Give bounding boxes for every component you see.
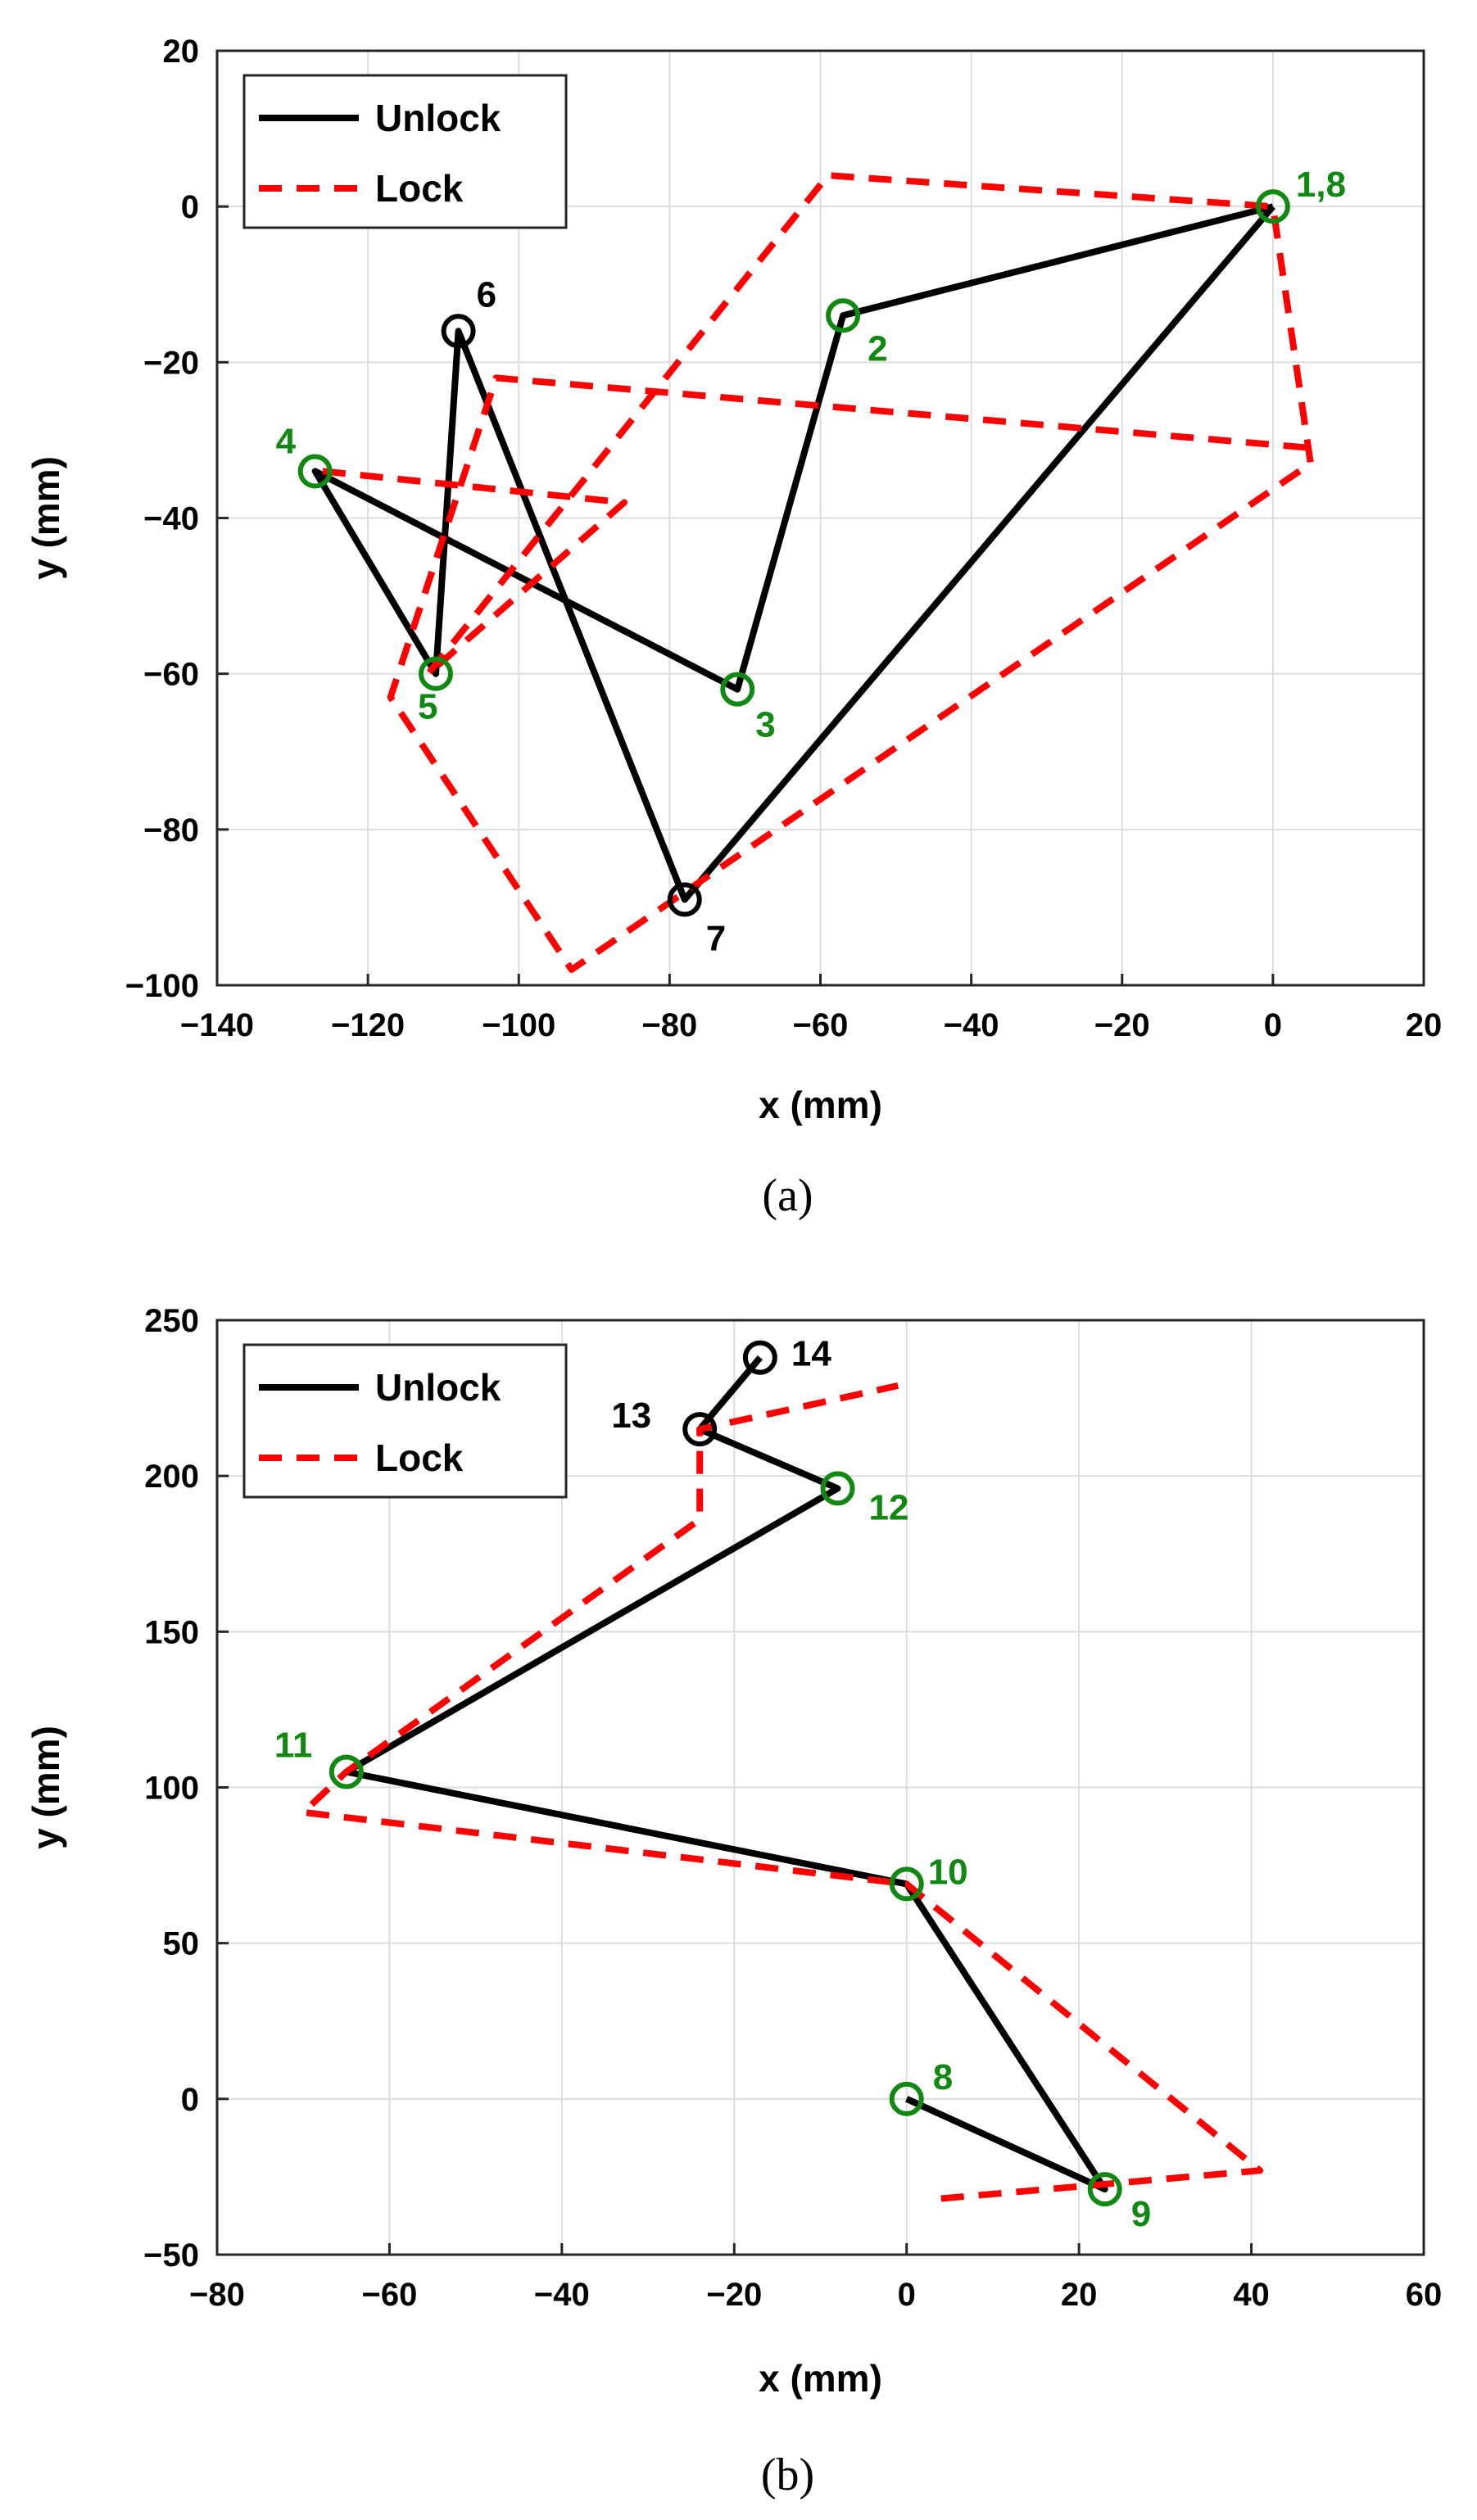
panel-label: (a)	[762, 1170, 813, 1221]
x-tick-label: 0	[898, 2277, 916, 2313]
x-tick-label: 0	[1264, 1007, 1282, 1043]
point-label: 3	[755, 705, 775, 745]
x-tick-label: −40	[944, 1007, 999, 1043]
y-tick-label: 200	[144, 1459, 199, 1495]
point-label: 10	[928, 1852, 968, 1892]
point-marker	[441, 314, 476, 349]
y-tick-label: −100	[125, 968, 199, 1004]
series-line-lock	[322, 172, 1314, 973]
y-tick-label: −40	[143, 501, 199, 537]
panel-label: (b)	[761, 2450, 814, 2500]
point-marker	[820, 1471, 855, 1506]
x-tick-label: −20	[706, 2277, 762, 2313]
point-label: 14	[791, 1334, 831, 1374]
y-tick-label: −60	[143, 657, 199, 693]
point-label: 9	[1131, 2194, 1151, 2234]
point-label: 8	[933, 2057, 953, 2097]
series-line-unlock	[311, 203, 1275, 903]
x-tick-label: −60	[361, 2277, 417, 2313]
x-tick-label: −100	[482, 1007, 555, 1043]
point-marker	[889, 1866, 924, 1902]
y-tick-label: 100	[144, 1771, 199, 1807]
legend-label-lock: Lock	[375, 167, 464, 210]
x-tick-label: −60	[793, 1007, 849, 1043]
y-axis-label: y (mm)	[25, 1726, 67, 1849]
point-marker	[667, 882, 702, 917]
y-tick-label: −80	[143, 812, 199, 848]
y-tick-label: 50	[163, 1926, 200, 1962]
x-tick-label: −140	[180, 1007, 254, 1043]
point-marker	[682, 1412, 718, 1447]
legend-label-lock: Lock	[375, 1436, 464, 1479]
x-tick-label: 60	[1406, 2277, 1443, 2313]
point-marker	[1255, 189, 1290, 224]
legend-label-unlock: Unlock	[375, 1366, 501, 1409]
point-label: 13	[611, 1396, 651, 1436]
x-tick-label: −80	[641, 1007, 697, 1043]
point-label: 2	[868, 328, 887, 369]
legend-box	[242, 1343, 568, 1499]
point-label: 4	[276, 421, 297, 461]
x-axis-label: x (mm)	[759, 1084, 882, 1126]
y-axis-label: y (mm)	[25, 456, 67, 580]
y-tick-label: −50	[143, 2237, 199, 2273]
x-tick-label: −80	[189, 2277, 245, 2313]
point-marker	[889, 2081, 924, 2116]
x-tick-label: 20	[1406, 1007, 1443, 1043]
chart-panel-a: 1,8 2 3 4 5 6 7 −140 −120 −100 −80 −60 −40 −20 0 20 −100…	[25, 34, 1442, 1221]
x-axis-label: x (mm)	[759, 2357, 882, 2400]
point-marker	[297, 454, 333, 489]
point-marker	[1087, 2172, 1122, 2207]
x-tick-label: 40	[1233, 2277, 1270, 2313]
point-marker	[720, 672, 755, 707]
y-tick-label: 250	[144, 1303, 199, 1339]
legend: Unlock Lock	[242, 1343, 568, 1499]
x-tick-label: −20	[1094, 1007, 1150, 1043]
point-label: 1,8	[1296, 165, 1346, 205]
series-line-lock	[300, 1382, 1264, 2202]
x-tick-label: 20	[1061, 2277, 1098, 2313]
point-label: 7	[706, 918, 726, 958]
point-label: 5	[418, 687, 437, 727]
legend-label-unlock: Unlock	[375, 97, 501, 139]
point-marker	[418, 656, 453, 691]
legend: Unlock Lock	[242, 74, 568, 229]
y-tick-label: 0	[181, 2082, 199, 2118]
point-label: 11	[274, 1725, 313, 1765]
x-tick-label: −120	[331, 1007, 405, 1043]
y-tick-label: 20	[163, 34, 200, 70]
y-tick-label: −20	[143, 345, 199, 381]
point-label: 6	[477, 274, 496, 314]
x-tick-label: −40	[534, 2277, 590, 2313]
y-tick-label: 0	[181, 189, 199, 225]
point-marker	[328, 1754, 364, 1789]
point-marker	[826, 298, 861, 333]
legend-box	[242, 74, 568, 229]
point-label: 12	[869, 1487, 909, 1527]
point-marker	[742, 1340, 777, 1375]
chart-panel-b: 8 9 10 11 12 13 14 −80 −60 −40 −20 0 20 40 60 −50 0 50 100…	[25, 1303, 1442, 2500]
y-tick-label: 150	[144, 1614, 199, 1650]
